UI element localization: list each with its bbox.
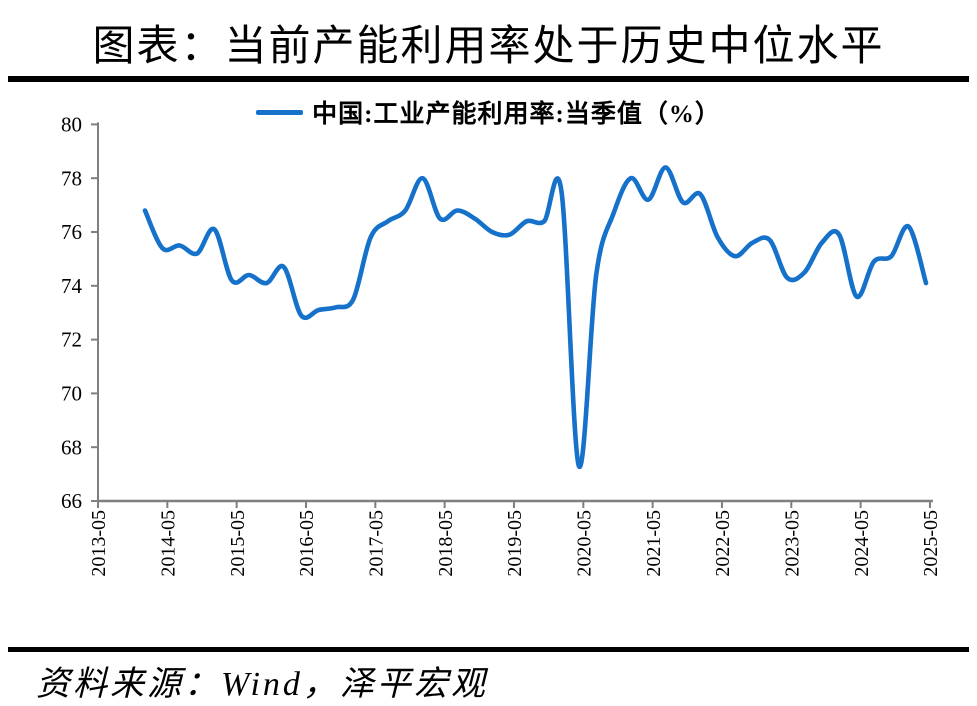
svg-text:2015-05: 2015-05 [227, 510, 249, 577]
svg-text:2018-05: 2018-05 [435, 510, 457, 577]
svg-text:76: 76 [61, 220, 82, 244]
svg-text:2013-05: 2013-05 [88, 510, 110, 577]
svg-text:66: 66 [61, 489, 82, 513]
svg-text:74: 74 [61, 274, 83, 298]
svg-text:2023-05: 2023-05 [782, 510, 804, 577]
svg-text:2021-05: 2021-05 [643, 510, 665, 577]
svg-text:78: 78 [61, 166, 82, 190]
x-axis: 2013-05 2014-05 2015-05 2016-05 2017-05 2018-… [88, 499, 942, 577]
bottom-divider [8, 647, 969, 652]
legend-line-icon [256, 109, 304, 115]
svg-text:72: 72 [61, 328, 82, 352]
svg-text:2024-05: 2024-05 [851, 510, 873, 577]
svg-text:2014-05: 2014-05 [158, 510, 180, 577]
legend-series-label: 中国:工业产能利用率:当季值（%） [312, 101, 721, 128]
svg-text:70: 70 [61, 382, 82, 406]
chart-legend: 中国:工业产能利用率:当季值（%） [0, 94, 977, 130]
svg-text:2019-05: 2019-05 [504, 510, 526, 577]
svg-text:2020-05: 2020-05 [574, 510, 596, 577]
svg-text:2025-05: 2025-05 [920, 510, 942, 577]
svg-text:2022-05: 2022-05 [712, 510, 734, 577]
chart-title: 图表：当前产能利用率处于历史中位水平 [92, 24, 885, 70]
svg-text:68: 68 [61, 435, 82, 459]
top-divider [8, 76, 969, 82]
svg-text:2017-05: 2017-05 [366, 510, 388, 577]
series-line [142, 165, 929, 469]
svg-text:2016-05: 2016-05 [296, 510, 318, 577]
source-note: 资料来源：Wind，泽平宏观 [36, 666, 488, 703]
